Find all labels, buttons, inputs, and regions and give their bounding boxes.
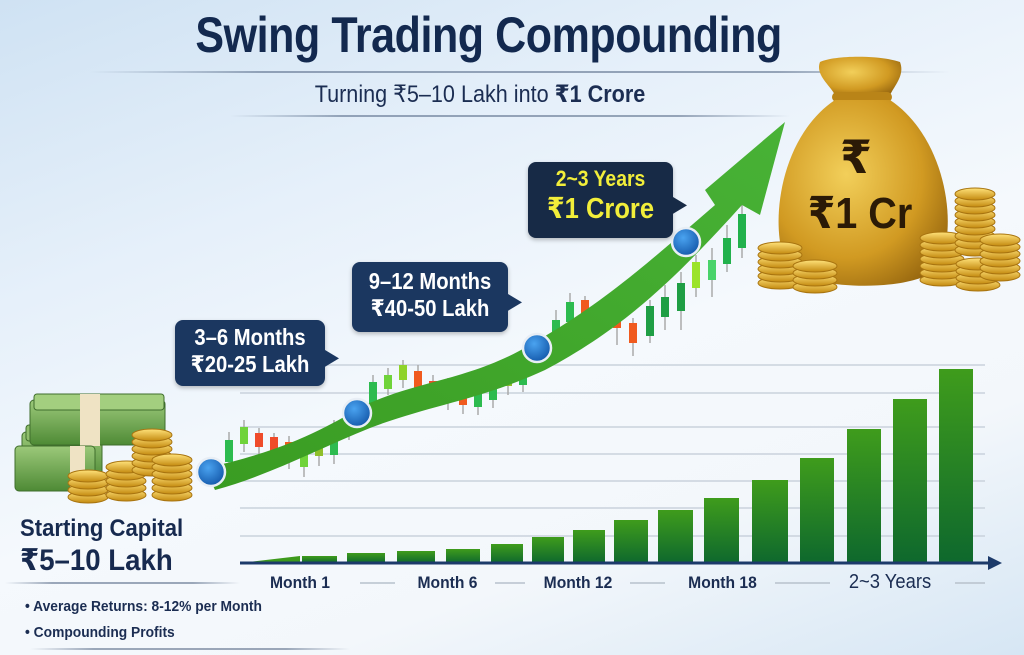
starting-capital-amount: ₹5–10 Lakh xyxy=(20,544,173,577)
x-axis-arrow-icon xyxy=(988,556,1002,570)
bullet-average-returns: Average Returns: 8-12% per Month xyxy=(25,598,262,615)
title-divider xyxy=(90,71,950,73)
page-title: Swing Trading Compounding xyxy=(195,7,782,63)
x-tick-month-18: Month 18 xyxy=(688,573,757,592)
x-tick-month-6: Month 6 xyxy=(417,573,478,592)
trend-arrow xyxy=(205,122,785,490)
money-bag-icon xyxy=(778,56,948,286)
callout-3-6-months: 3–6 Months ₹20-25 Lakh xyxy=(175,320,325,386)
bars xyxy=(240,369,973,563)
callout-period: 2~3 Years xyxy=(555,166,646,191)
x-tick-month-12: Month 12 xyxy=(543,573,613,592)
start-divider xyxy=(5,582,240,584)
bullet-compounding-profits: Compounding Profits xyxy=(25,624,175,641)
callout-period: 9–12 Months xyxy=(368,268,492,294)
callout-2-3-years: 2~3 Years ₹1 Crore xyxy=(528,162,673,238)
subtitle-prefix: Turning ₹5–10 Lakh into xyxy=(314,81,555,108)
callout-amount: ₹40-50 Lakh xyxy=(370,295,490,322)
callout-amount: ₹20-25 Lakh xyxy=(190,351,310,378)
bag-amount-label: ₹1 Cr xyxy=(807,189,913,238)
callout-period: 3–6 Months xyxy=(194,324,306,350)
subtitle-divider xyxy=(230,115,790,117)
starting-capital-label: Starting Capital xyxy=(20,515,184,542)
x-tick-month-1: Month 1 xyxy=(270,573,330,592)
coin-stacks-right-icon xyxy=(757,187,1021,294)
subtitle-highlight: ₹1 Crore xyxy=(554,81,646,108)
subtitle: Turning ₹5–10 Lakh into ₹1 Crore xyxy=(48,80,912,109)
coin-stacks-left-icon xyxy=(67,428,193,504)
milestone-dots xyxy=(195,226,702,488)
bottom-divider xyxy=(30,648,350,650)
callout-9-12-months: 9–12 Months ₹40-50 Lakh xyxy=(352,262,508,332)
rupee-symbol: ₹ xyxy=(839,131,872,183)
x-tick-2-3-years: 2~3 Years xyxy=(848,571,932,593)
callout-amount: ₹1 Crore xyxy=(546,192,655,225)
